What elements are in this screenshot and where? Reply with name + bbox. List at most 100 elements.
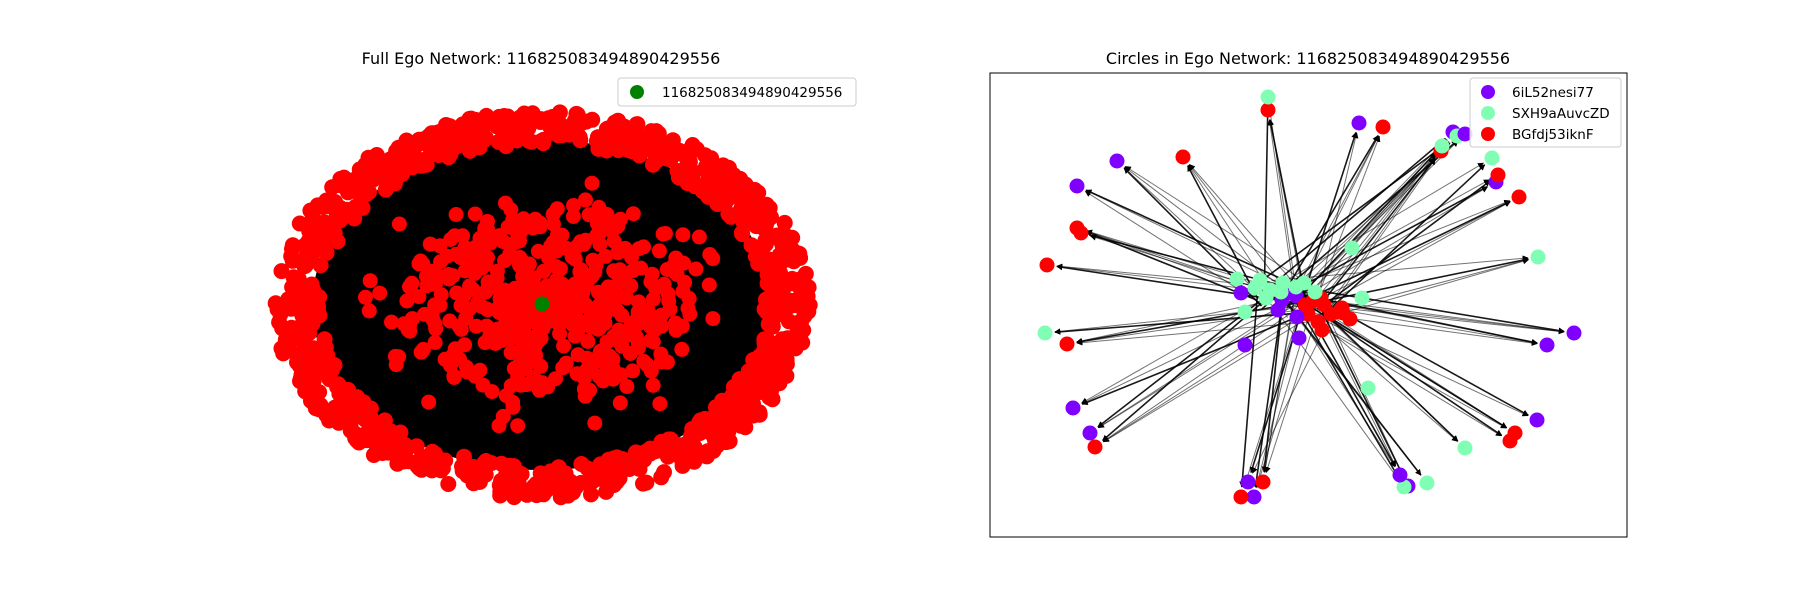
alter-node [563,122,580,139]
circle-member-node [1260,102,1276,118]
alter-node [404,311,420,327]
circle-member-node [1260,89,1276,105]
alter-node [625,363,641,379]
circle-member-node [1392,467,1408,483]
alter-node [591,226,607,242]
alter-node [531,382,547,398]
alter-node [291,215,308,232]
directed-edge [1297,135,1379,296]
circle-member-node [1233,285,1249,301]
alter-node [583,486,599,503]
alter-node [720,159,737,176]
alter-node [309,197,326,214]
alter-node [566,198,581,213]
alter-node [768,259,785,276]
directed-edge [1288,298,1565,335]
alter-node [528,475,545,492]
directed-edge [1316,158,1436,310]
alter-node [445,268,461,284]
alter-node [557,359,572,375]
alter-node [309,301,326,318]
alter-node [573,234,589,250]
alter-node [321,412,338,429]
alter-node [399,293,415,309]
alter-node [505,399,521,415]
circle-member-node [1354,290,1370,306]
directed-edge [1309,135,1381,318]
circle-member-node [1360,380,1376,396]
alter-node [451,125,468,142]
alter-node [599,334,615,350]
alter-node [404,159,421,176]
alter-node [636,353,652,369]
circle-member-node [1351,115,1367,131]
alter-node [756,331,773,348]
circles-title: Circles in Ego Network: 1168250834948904… [1106,49,1510,68]
alter-node [659,446,676,463]
circle-member-node [1039,257,1055,273]
alter-node [567,328,583,344]
directed-edge [1124,166,1305,305]
directed-edge [1307,300,1508,429]
alter-node [539,113,556,130]
alter-node [596,465,613,482]
alter-node [677,274,693,290]
alter-node [388,143,405,160]
alter-node [545,206,561,222]
alter-node [660,286,676,302]
alter-node [585,472,602,489]
alter-node [757,236,774,253]
alter-node [577,388,593,404]
circle-member-node [1291,330,1307,346]
alter-node [384,314,399,330]
alter-node [472,298,488,313]
circle-member-node [1529,412,1545,428]
alter-node [663,260,679,276]
alter-node [433,287,449,303]
alter-node [643,274,659,290]
alter-node [513,466,530,483]
alter-node [622,345,638,361]
directed-edge [1267,106,1297,291]
circle-member-node [1065,400,1081,416]
alter-node [611,322,627,338]
directed-edge [1054,305,1303,335]
alter-node [471,473,488,490]
alter-node [651,243,667,259]
alter-node [515,269,531,284]
circle-member-node [1240,474,1256,490]
alter-node [617,240,633,256]
circle-member-node [1375,119,1391,135]
alter-node [751,406,768,423]
alter-node [469,125,486,142]
directed-edge [1124,165,1330,298]
alter-node [361,165,378,182]
alter-node [413,456,430,472]
alter-node [520,355,536,371]
alter-node [548,259,564,275]
alter-node [597,315,613,331]
circle-member-node [1069,220,1085,236]
alter-node [277,342,294,359]
alter-node [684,433,701,450]
alter-node [419,278,435,294]
alter-node [277,331,294,348]
alter-node [688,261,704,277]
alter-node [312,257,329,274]
directed-edge [1252,319,1330,474]
alter-node [411,289,427,305]
alter-node [503,378,519,394]
alter-node [776,214,793,231]
circle-member-node [1069,178,1085,194]
alter-node [643,319,659,335]
circle-member-node [1270,302,1286,318]
directed-edge [1249,302,1305,474]
alter-node [756,220,773,237]
directed-edge [1312,292,1405,478]
circle-member-node [1502,433,1518,449]
directed-edge [1102,312,1292,442]
alter-node [451,318,467,334]
alter-node [631,294,647,310]
alter-node [756,370,772,387]
